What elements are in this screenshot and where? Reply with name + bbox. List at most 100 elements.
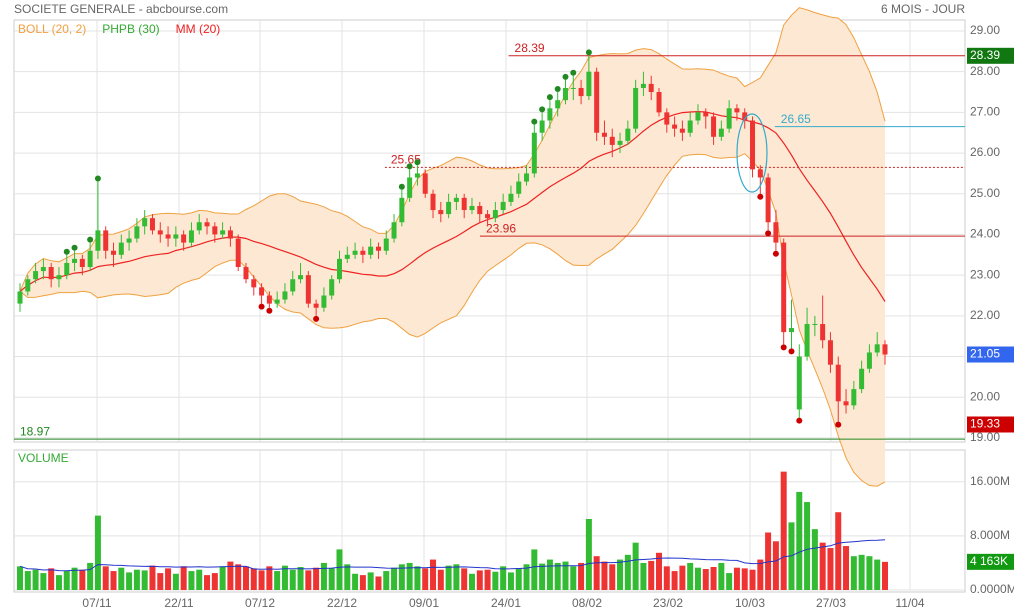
volume-bar (694, 567, 701, 590)
level-label: 23.96 (486, 221, 516, 235)
candle-body (204, 222, 210, 227)
volume-bar (733, 567, 740, 590)
x-tick-label: 24/01 (491, 596, 521, 610)
candle-body (648, 83, 654, 93)
phpb-low (313, 315, 320, 322)
volume-title: VOLUME (18, 451, 69, 465)
candle-body (609, 136, 615, 145)
volume-bar (219, 566, 226, 590)
candle-body (516, 181, 522, 194)
bollinger-band (20, 7, 885, 487)
volume-bar (102, 566, 109, 590)
candle-body (640, 83, 646, 88)
volume-bar (671, 571, 678, 590)
volume-bar (593, 556, 600, 590)
volume-bar (866, 556, 873, 590)
volume-bar (500, 566, 507, 590)
volume-bar (133, 569, 140, 590)
candle-body (718, 128, 724, 137)
legend-label: BOLL (20, 2) (18, 22, 86, 36)
volume-bar (211, 573, 218, 590)
candle-body (656, 92, 662, 113)
candle-body (399, 197, 405, 223)
last-price-box (967, 346, 1014, 363)
candle-body (72, 258, 78, 263)
volume-bar (430, 559, 437, 590)
candle-body (17, 291, 23, 304)
phpb-high (398, 183, 405, 190)
volume-bar (289, 569, 296, 590)
y-tick-label: 25.00 (970, 186, 1000, 200)
volume-bar (554, 562, 561, 590)
candle-body (196, 222, 202, 231)
volume-bar (757, 559, 764, 590)
candle-body (820, 323, 826, 341)
y-tick-label: 16.00M (970, 474, 1010, 488)
volume-bar (804, 502, 811, 590)
volume-bar (188, 571, 195, 590)
candle-body (126, 238, 132, 243)
phpb-high (570, 69, 577, 76)
candle-body (827, 340, 833, 365)
candle-body (539, 120, 545, 133)
y-tick-label: 23.00 (970, 267, 1000, 281)
phpb-high (87, 236, 94, 243)
candle-body (274, 299, 280, 304)
phpb-high (531, 118, 538, 125)
candle-body (329, 279, 335, 296)
volume-bar (546, 559, 553, 590)
volume-bar (874, 559, 881, 590)
candle-body (547, 108, 553, 121)
candle-body (485, 214, 491, 219)
last-price: 21.05 (970, 347, 1000, 361)
volume-bar (609, 564, 616, 590)
candle-body (555, 100, 561, 109)
x-tick-label: 23/02 (653, 596, 683, 610)
candle-body (734, 108, 740, 113)
candle-body (48, 267, 54, 280)
candle-body (859, 368, 865, 390)
level-label: 26.65 (781, 112, 811, 126)
phpb-high (546, 94, 553, 101)
volume-bar (359, 575, 366, 590)
phpb-low (796, 417, 803, 424)
level-label: 25.65 (391, 152, 421, 166)
volume-bar (656, 552, 663, 590)
volume-bar (445, 565, 452, 590)
x-tick-label: 22/12 (327, 596, 357, 610)
volume-bar (780, 471, 787, 590)
last-volume-box (967, 553, 1014, 570)
x-tick-label: 07/11 (82, 596, 111, 610)
candle-body (149, 218, 155, 231)
volume-bar (601, 561, 608, 590)
volume-bar (196, 569, 203, 590)
volume-bar (17, 566, 23, 590)
candle-body (664, 112, 670, 125)
candle-body (695, 112, 701, 121)
volume-bar (336, 549, 343, 590)
volume-bar (32, 569, 39, 590)
price-marker: 19.33 (970, 417, 1000, 431)
volume-bar (624, 554, 631, 590)
candle-body (64, 262, 70, 276)
phpb-low (772, 250, 779, 257)
candle-body (251, 279, 257, 288)
candle-body (422, 173, 428, 194)
plot: 28.39 25.65 23.96 26.65 18.97 (14, 7, 965, 590)
volume-bar (172, 573, 179, 590)
y-tick-label: 20.00 (970, 389, 1000, 403)
candle-body (298, 275, 304, 280)
price-frame (13, 19, 966, 443)
volume-bar (274, 571, 281, 590)
volume-bar (227, 561, 234, 590)
volume-bar (422, 568, 429, 590)
volume-bar (367, 572, 374, 590)
candle-body (812, 323, 818, 325)
volume-bar (391, 567, 398, 590)
volume-bar (40, 573, 47, 590)
phpb-low (266, 307, 273, 314)
volume-bar (344, 564, 351, 590)
volume-bar (835, 512, 842, 590)
volume-bar (141, 570, 148, 590)
candle-body (492, 210, 498, 219)
